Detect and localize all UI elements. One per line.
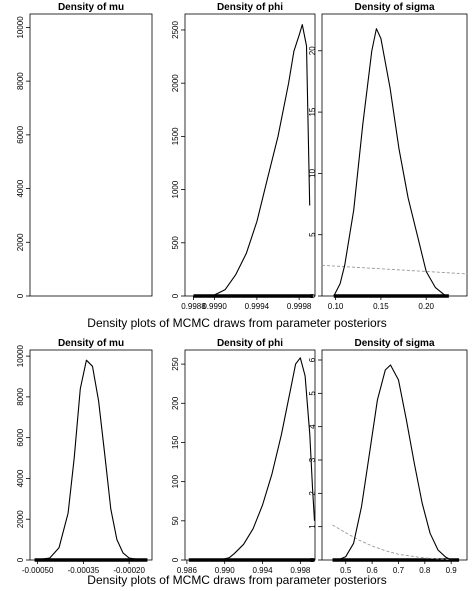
x-tick-label: 0.998 — [290, 566, 311, 575]
panel-density-mu-top: Density of mu0200040006000800010000-0.00… — [16, 2, 153, 298]
x-tick-label: 0.994 — [253, 566, 274, 575]
y-tick-label: 1000 — [171, 180, 180, 198]
y-tick-label: 15 — [308, 107, 317, 116]
y-tick-label: 2000 — [16, 233, 25, 251]
x-tick-label: 0.20 — [418, 302, 434, 311]
x-tick-label: 0.10 — [328, 302, 344, 311]
y-tick-label: 2000 — [171, 74, 180, 92]
y-tick-label: 2000 — [16, 510, 25, 528]
panel-title: Density of mu — [58, 338, 124, 349]
y-tick-label: 2 — [308, 491, 317, 496]
y-tick-label: 10 — [308, 168, 317, 177]
y-tick-label: 10000 — [16, 16, 25, 39]
y-tick-label: 250 — [171, 357, 180, 371]
y-tick-label: 0 — [308, 293, 317, 298]
y-tick-label: 6000 — [16, 428, 25, 446]
x-tick-label: 0.986 — [177, 566, 198, 575]
y-tick-label: 8000 — [16, 387, 25, 405]
x-tick-label: 0.9998 — [287, 302, 312, 311]
y-tick-label: 3 — [308, 457, 317, 462]
plot-frame — [184, 349, 316, 561]
y-tick-label: 2500 — [171, 21, 180, 39]
caption-bottom: Density plots of MCMC draws from paramet… — [87, 573, 386, 587]
panel-density-sigma-top: Density of sigma 0 5 10 15 20 0.10 0.15 0.20 — [308, 2, 468, 311]
posterior-density-line — [193, 24, 311, 297]
plot-frame — [321, 349, 468, 561]
y-tick-label: 0 — [171, 293, 180, 298]
posterior-density-line — [337, 364, 452, 561]
y-tick-label: 6 — [308, 357, 317, 362]
y-tick-label: 0 — [16, 557, 25, 562]
x-tick-label: -0.00050 — [22, 566, 54, 575]
y-tick-label: 200 — [171, 396, 180, 410]
plot-frame — [321, 13, 468, 297]
y-tick-label: 1 — [308, 524, 317, 529]
x-tick-label: 0.9990 — [202, 302, 227, 311]
y-tick-label: 50 — [171, 516, 180, 525]
x-tick-label: 0.9 — [446, 566, 458, 575]
panel-density-phi-top: Density of phi 0 500 1000 1500 2000 2500 0.9988… — [171, 2, 316, 311]
y-tick-label: 0 — [171, 557, 180, 562]
posterior-density-line — [34, 359, 148, 561]
y-tick-label: 150 — [171, 435, 180, 449]
y-tick-label: 10000 — [16, 344, 25, 367]
panel-title: Density of mu — [58, 2, 124, 13]
panel-density-mu-bottom: Density of mu 0 2000 4000 6000 8000 10000 -0.00… — [16, 338, 153, 575]
x-tick-label: -0.00020 — [113, 566, 145, 575]
y-tick-label: 500 — [171, 236, 180, 250]
y-tick-label: 5 — [308, 232, 317, 237]
x-tick-label: 0.7 — [393, 566, 405, 575]
x-tick-label: 0.9988 — [181, 302, 206, 311]
x-tick-label: -0.00035 — [68, 566, 100, 575]
panel-title: Density of sigma — [354, 2, 434, 13]
plot-frame — [29, 13, 153, 297]
caption-top: Density plots of MCMC draws from paramet… — [87, 316, 386, 330]
panel-title: Density of phi — [217, 2, 283, 13]
y-tick-label: 1500 — [171, 127, 180, 145]
posterior-density-line — [333, 28, 450, 297]
posterior-density-line — [219, 357, 316, 561]
panel-title: Density of phi — [217, 338, 283, 349]
y-tick-label: 8000 — [16, 72, 25, 90]
x-tick-label: 0.6 — [367, 566, 379, 575]
plot-frame — [29, 349, 153, 561]
y-tick-label: 20 — [308, 46, 317, 55]
y-tick-label: 4000 — [16, 469, 25, 487]
y-tick-label: 4000 — [16, 179, 25, 197]
y-tick-label: 5 — [308, 391, 317, 396]
y-tick-label: 100 — [171, 474, 180, 488]
panel-density-sigma-bottom: Density of sigma 0 1 2 3 4 5 6 0.5 0.6 0.7 0.8 0.9 — [308, 338, 468, 575]
y-tick-label: 4 — [308, 424, 317, 429]
prior-density-line — [332, 524, 452, 561]
y-tick-label: 6000 — [16, 125, 25, 143]
x-tick-label: 0.9994 — [245, 302, 270, 311]
x-tick-label: 0.990 — [215, 566, 236, 575]
x-tick-label: 0.8 — [419, 566, 431, 575]
x-tick-label: 0.15 — [373, 302, 389, 311]
x-tick-label: 0.5 — [340, 566, 352, 575]
y-tick-label: 0 — [16, 293, 25, 298]
plot-frame — [184, 13, 316, 297]
y-tick-label: 0 — [308, 557, 317, 562]
panel-title: Density of sigma — [354, 338, 434, 349]
prior-density-line — [321, 264, 468, 275]
